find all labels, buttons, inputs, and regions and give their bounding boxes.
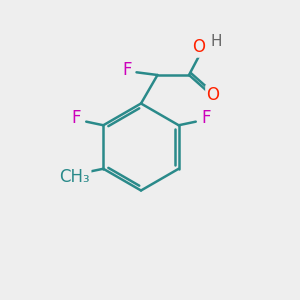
Text: O: O bbox=[206, 86, 220, 104]
Text: F: F bbox=[123, 61, 132, 79]
Text: H: H bbox=[210, 34, 222, 50]
Text: F: F bbox=[72, 110, 81, 127]
Text: F: F bbox=[201, 110, 210, 127]
Text: O: O bbox=[192, 38, 206, 56]
Text: CH₃: CH₃ bbox=[59, 168, 90, 186]
